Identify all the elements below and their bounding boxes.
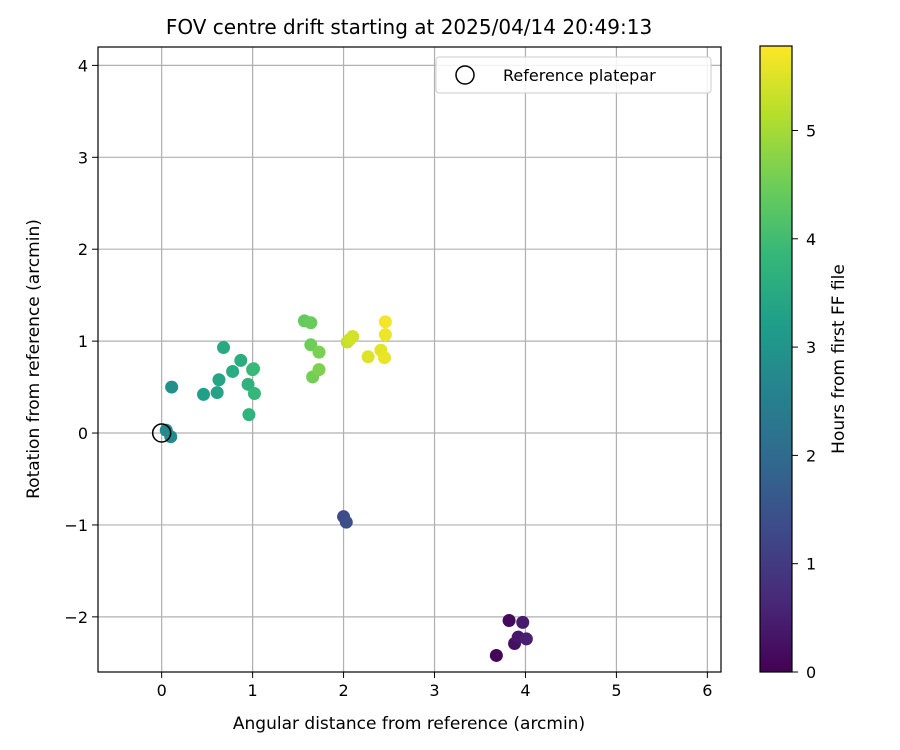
colorbar-tick-label: 0 — [806, 663, 816, 682]
legend-label: Reference platepar — [503, 66, 656, 85]
reference-platepar-marker — [151, 423, 172, 443]
data-point — [247, 362, 261, 376]
data-point — [242, 408, 256, 422]
legend: Reference platepar — [435, 56, 712, 94]
legend-marker-icon — [455, 65, 475, 85]
data-point — [489, 648, 503, 662]
data-point — [304, 316, 318, 330]
y-tick-label: 1 — [78, 332, 88, 351]
grid — [98, 47, 721, 672]
y-tick-label: 3 — [78, 148, 88, 167]
data-point — [165, 380, 179, 394]
x-tick-label: 4 — [520, 681, 530, 700]
x-tick-label: 5 — [611, 681, 621, 700]
chart-title: FOV centre drift starting at 2025/04/14 … — [166, 15, 652, 39]
x-tick-label: 1 — [248, 681, 258, 700]
x-tick-label: 2 — [338, 681, 348, 700]
data-point — [502, 614, 516, 628]
data-point — [241, 377, 255, 391]
colorbar-tick-label: 5 — [806, 121, 816, 140]
data-point — [234, 353, 248, 367]
x-tick-label: 0 — [157, 681, 167, 700]
colorbar-gradient — [760, 46, 792, 672]
data-point — [312, 345, 326, 359]
legend-box — [435, 56, 712, 94]
y-tick-label: 4 — [78, 56, 88, 75]
y-tick-label: −2 — [64, 608, 88, 627]
y-axis-label: Rotation from reference (arcmin) — [24, 219, 44, 499]
data-point — [210, 386, 224, 400]
x-axis-label: Angular distance from reference (arcmin) — [233, 714, 585, 734]
colorbar-frame — [759, 45, 793, 673]
data-point — [377, 351, 391, 365]
y-tick-label: 0 — [78, 424, 88, 443]
data-point — [361, 350, 375, 364]
colorbar-tick-label: 4 — [806, 230, 816, 249]
data-point — [378, 328, 392, 342]
data-point — [217, 341, 231, 355]
colorbar-label: Hours from first FF file — [829, 264, 849, 454]
data-point — [247, 387, 261, 401]
colorbar-tick-label: 1 — [806, 555, 816, 574]
x-axis-ticks: 0 1 2 3 4 5 6 — [157, 672, 712, 700]
plot-frame — [97, 46, 722, 673]
y-tick-label: 2 — [78, 240, 88, 259]
x-tick-label: 6 — [702, 681, 712, 700]
data-point — [378, 315, 392, 329]
data-point — [226, 364, 240, 378]
data-point — [339, 515, 353, 529]
data-point — [346, 330, 360, 344]
colorbar-tick-label: 3 — [806, 338, 816, 357]
data-point — [212, 373, 226, 387]
data-points — [159, 314, 533, 662]
y-axis-ticks: −2 −1 0 1 2 3 4 — [64, 56, 98, 627]
colorbar: 0 1 2 3 4 5 Hours from first FF file — [759, 45, 849, 682]
x-tick-label: 3 — [429, 681, 439, 700]
colorbar-tick-label: 2 — [806, 446, 816, 465]
data-point — [516, 615, 530, 629]
data-point — [197, 387, 211, 401]
colorbar-ticks: 0 1 2 3 4 5 — [792, 121, 816, 682]
plot-area: 0 1 2 3 4 5 6 −2 −1 0 1 2 3 4 — [64, 46, 722, 700]
data-point — [519, 632, 533, 646]
y-tick-label: −1 — [64, 516, 88, 535]
data-point — [312, 363, 326, 377]
